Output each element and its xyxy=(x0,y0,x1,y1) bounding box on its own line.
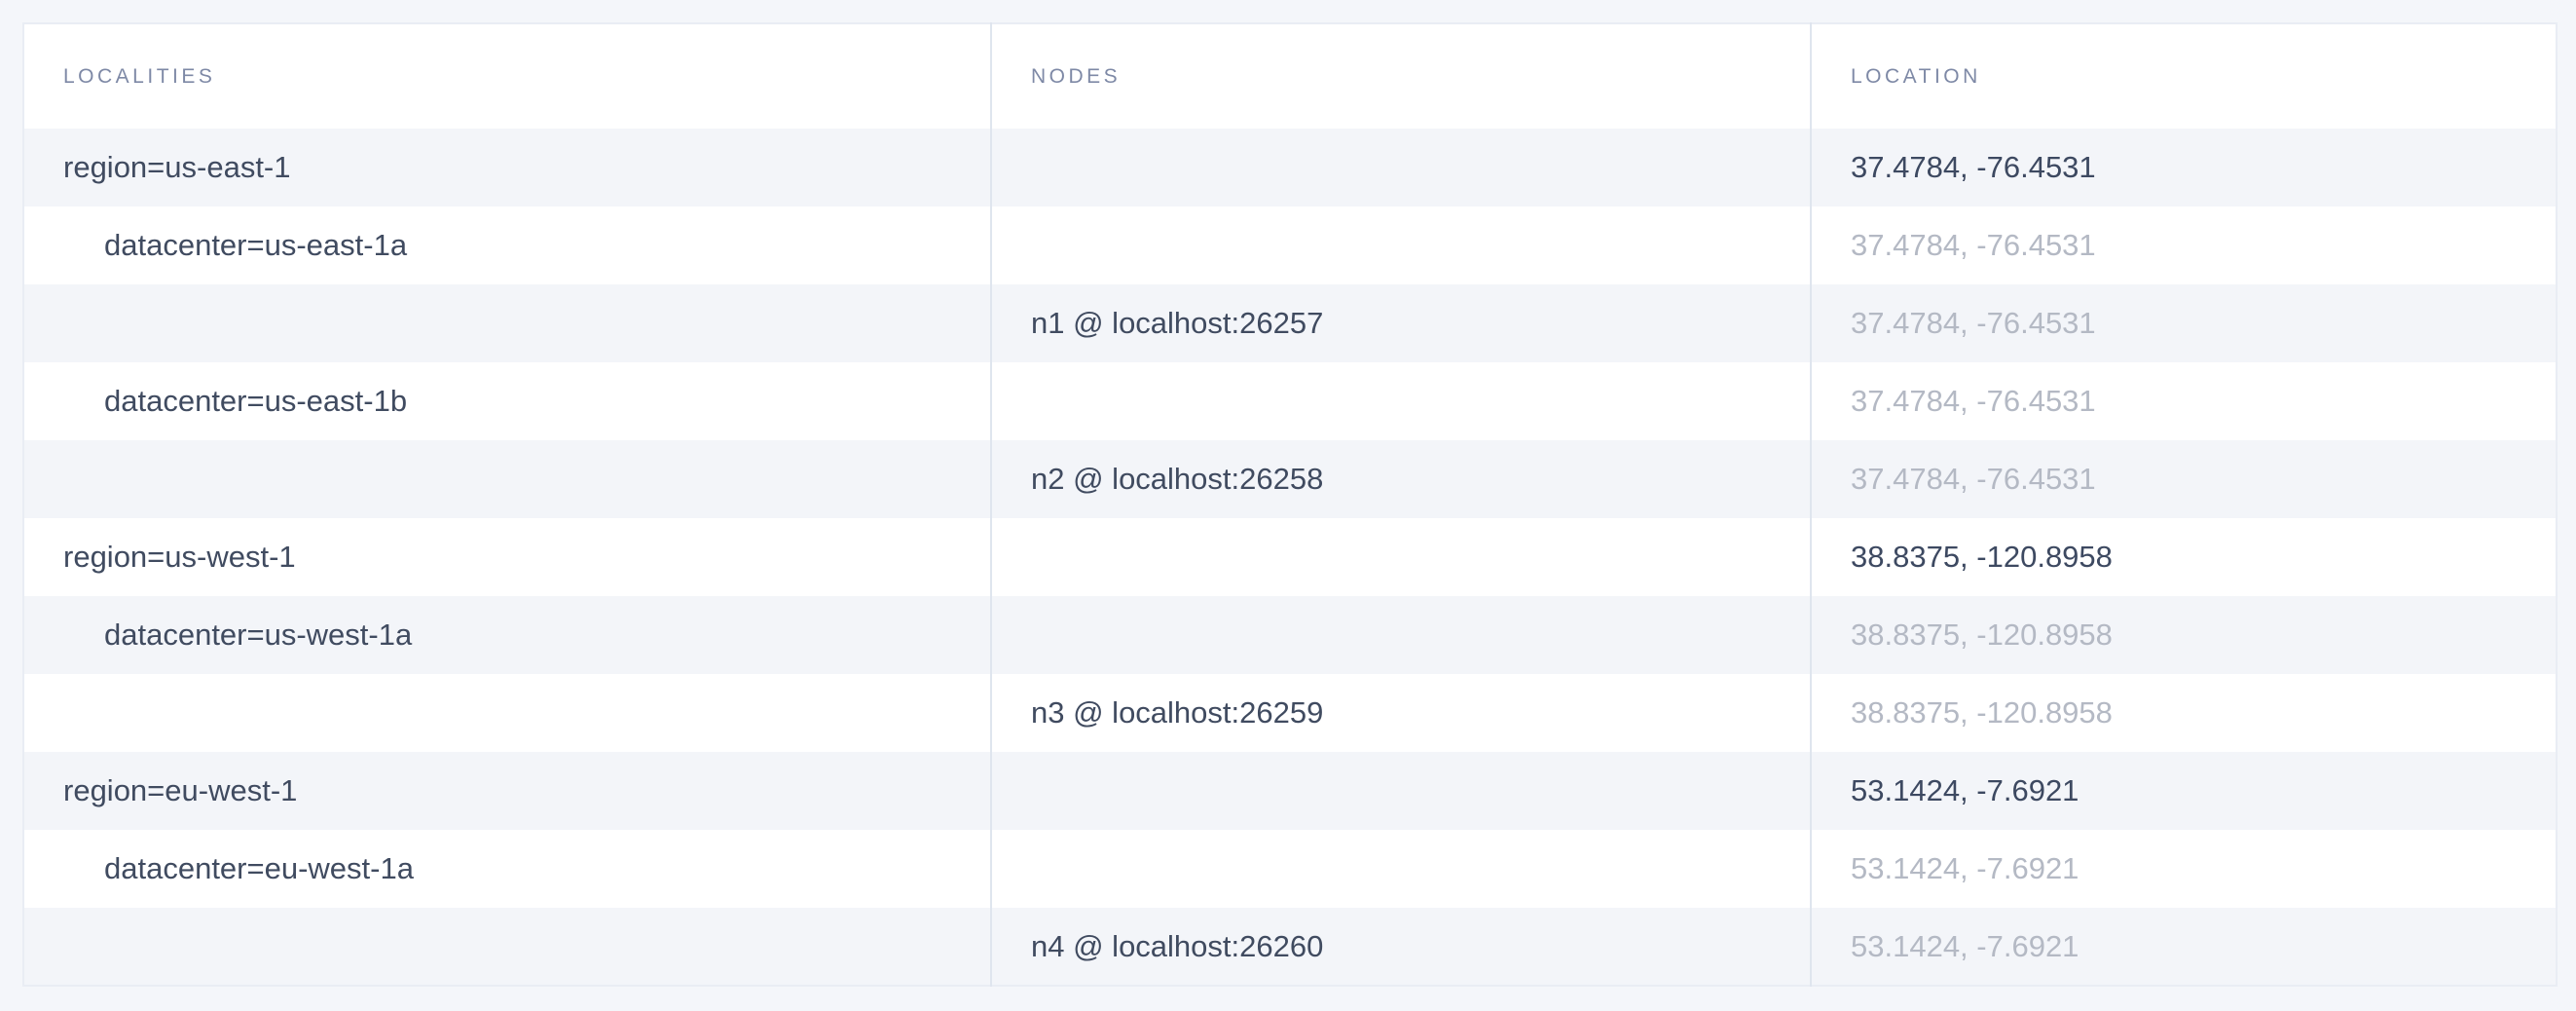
table-row-node-n1: n1 @ localhost:26257 37.4784, -76.4531 xyxy=(23,284,2557,362)
table-row-datacenter-us-east-1a: datacenter=us-east-1a 37.4784, -76.4531 xyxy=(23,206,2557,284)
column-header-localities: LOCALITIES xyxy=(23,23,991,129)
table-row-region-us-west-1: region=us-west-1 38.8375, -120.8958 xyxy=(23,518,2557,596)
location-cell: 37.4784, -76.4531 xyxy=(1810,284,2557,362)
locality-cell: datacenter=us-west-1a xyxy=(104,618,413,652)
nodes-cell xyxy=(990,596,1811,674)
table-row-node-n3: n3 @ localhost:26259 38.8375, -120.8958 xyxy=(23,674,2557,752)
nodes-cell xyxy=(990,518,1811,596)
localities-table: LOCALITIES NODES LOCATION region=us-east… xyxy=(22,22,2558,987)
location-cell: 38.8375, -120.8958 xyxy=(1810,596,2557,674)
locality-cell: region=eu-west-1 xyxy=(63,773,298,807)
location-cell: 53.1424, -7.6921 xyxy=(1810,830,2557,908)
nodes-cell: n4 @ localhost:26260 xyxy=(990,908,1811,986)
location-cell: 37.4784, -76.4531 xyxy=(1810,206,2557,284)
location-cell: 53.1424, -7.6921 xyxy=(1810,908,2557,986)
nodes-cell: n2 @ localhost:26258 xyxy=(990,440,1811,518)
location-cell: 38.8375, -120.8958 xyxy=(1810,674,2557,752)
location-cell: 37.4784, -76.4531 xyxy=(1810,440,2557,518)
locality-cell: region=us-east-1 xyxy=(63,150,291,184)
locality-cell xyxy=(23,284,991,362)
column-header-nodes: NODES xyxy=(990,23,1811,129)
header-row: LOCALITIES NODES LOCATION xyxy=(23,23,2557,129)
locality-cell: datacenter=eu-west-1a xyxy=(104,851,414,885)
nodes-cell: n3 @ localhost:26259 xyxy=(990,674,1811,752)
table-body: region=us-east-1 37.4784, -76.4531 datac… xyxy=(23,129,2557,986)
locality-cell: datacenter=us-east-1a xyxy=(104,228,408,262)
nodes-cell: n1 @ localhost:26257 xyxy=(990,284,1811,362)
nodes-cell xyxy=(990,206,1811,284)
table-row-datacenter-us-east-1b: datacenter=us-east-1b 37.4784, -76.4531 xyxy=(23,362,2557,440)
nodes-cell xyxy=(990,830,1811,908)
location-cell: 37.4784, -76.4531 xyxy=(1810,129,2557,206)
location-cell: 37.4784, -76.4531 xyxy=(1810,362,2557,440)
table-row-datacenter-eu-west-1a: datacenter=eu-west-1a 53.1424, -7.6921 xyxy=(23,830,2557,908)
table-row-region-eu-west-1: region=eu-west-1 53.1424, -7.6921 xyxy=(23,752,2557,830)
locality-cell xyxy=(23,440,991,518)
location-cell: 38.8375, -120.8958 xyxy=(1810,518,2557,596)
table-header: LOCALITIES NODES LOCATION xyxy=(23,23,2557,129)
locality-cell: datacenter=us-east-1b xyxy=(104,384,408,418)
nodes-cell xyxy=(990,752,1811,830)
locality-cell: region=us-west-1 xyxy=(63,540,296,574)
localities-table-container: LOCALITIES NODES LOCATION region=us-east… xyxy=(22,22,2558,987)
table-row-datacenter-us-west-1a: datacenter=us-west-1a 38.8375, -120.8958 xyxy=(23,596,2557,674)
location-cell: 53.1424, -7.6921 xyxy=(1810,752,2557,830)
nodes-cell xyxy=(990,129,1811,206)
table-row-region-us-east-1: region=us-east-1 37.4784, -76.4531 xyxy=(23,129,2557,206)
column-header-location: LOCATION xyxy=(1810,23,2557,129)
table-row-node-n4: n4 @ localhost:26260 53.1424, -7.6921 xyxy=(23,908,2557,986)
nodes-cell xyxy=(990,362,1811,440)
locality-cell xyxy=(23,908,991,986)
locality-cell xyxy=(23,674,991,752)
table-row-node-n2: n2 @ localhost:26258 37.4784, -76.4531 xyxy=(23,440,2557,518)
